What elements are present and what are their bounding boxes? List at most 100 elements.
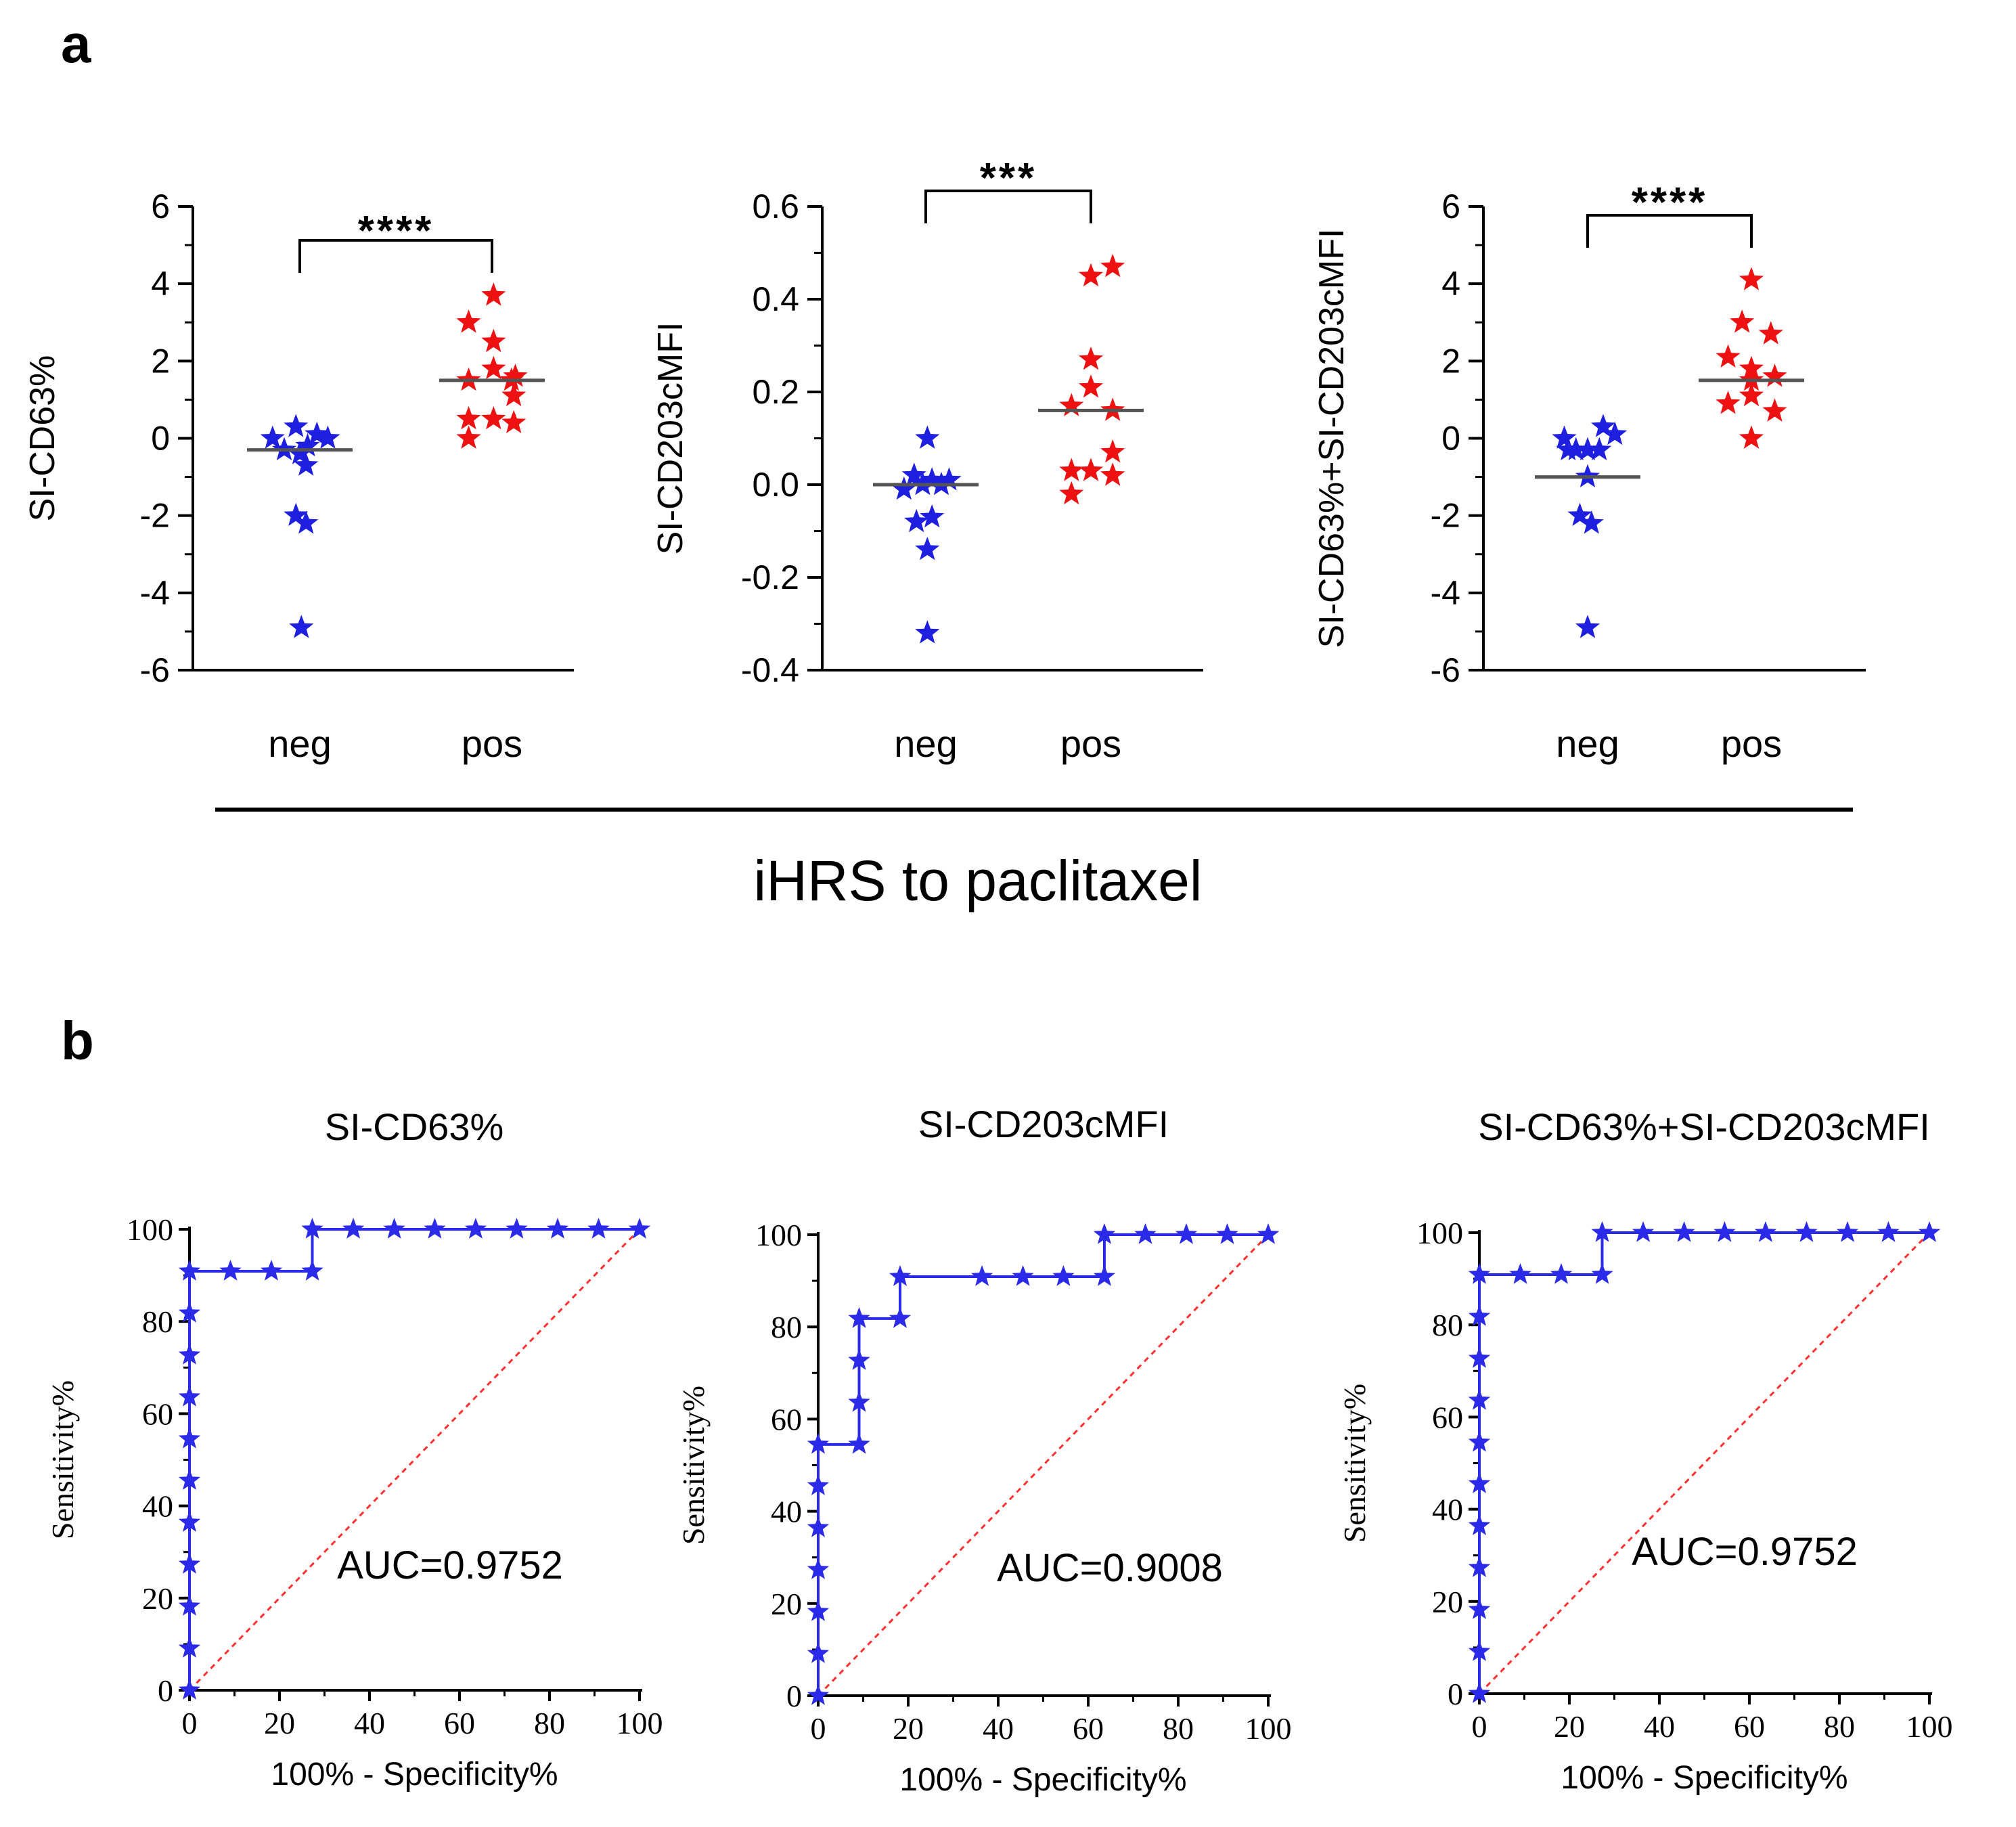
chart-title: SI-CD203cMFI xyxy=(918,1103,1169,1145)
y-tick-label: 0.2 xyxy=(752,373,799,411)
roc-point xyxy=(1591,1221,1613,1242)
roc-point xyxy=(1012,1265,1034,1286)
auc-annotation: AUC=0.9752 xyxy=(337,1543,563,1587)
roc-point xyxy=(587,1218,610,1239)
roc-point xyxy=(848,1432,870,1454)
data-point-pos xyxy=(1059,393,1084,416)
x-tick-label: 80 xyxy=(1824,1709,1855,1744)
y-tick-label: 100 xyxy=(1416,1216,1463,1250)
y-tick-label: 20 xyxy=(1432,1585,1463,1619)
roc-point xyxy=(383,1218,405,1239)
data-point-neg xyxy=(1590,414,1616,437)
data-point-neg xyxy=(915,620,940,644)
y-tick-label: 20 xyxy=(771,1587,802,1621)
data-point-neg xyxy=(891,476,916,500)
x-tick-label: 20 xyxy=(1554,1709,1585,1744)
significance-stars: *** xyxy=(980,155,1037,202)
data-point-pos xyxy=(456,425,481,449)
scatter-chart-si-cd63: -6 -4 -2 0 2 4 6 SI-CD63% neg pos **** xyxy=(23,188,574,765)
y-tick-label: 80 xyxy=(771,1310,802,1344)
significance-bracket xyxy=(1586,214,1753,248)
data-point-pos xyxy=(1100,254,1125,278)
category-label-neg: neg xyxy=(1556,722,1619,765)
roc-point xyxy=(807,1558,830,1579)
x-tick-label: 100 xyxy=(1245,1711,1292,1746)
roc-point xyxy=(178,1637,201,1658)
roc-point xyxy=(807,1516,830,1537)
roc-point xyxy=(1216,1223,1238,1244)
y-tick-label: 2 xyxy=(1441,342,1460,380)
y-tick-label: 2 xyxy=(151,342,170,380)
significance-bracket xyxy=(298,239,493,273)
roc-point xyxy=(1550,1263,1573,1284)
roc-point xyxy=(848,1306,870,1328)
roc-point xyxy=(1468,1430,1491,1452)
roc-point xyxy=(1052,1265,1075,1286)
y-tick-label: -2 xyxy=(1431,497,1460,535)
roc-point xyxy=(1754,1221,1777,1242)
y-tick-label: 60 xyxy=(1432,1400,1463,1434)
roc-point xyxy=(1257,1223,1280,1244)
y-tick-label: 4 xyxy=(1441,265,1460,303)
y-axis-label: Sensitivity% xyxy=(676,1386,711,1545)
data-point-pos xyxy=(1716,391,1741,414)
scatter-chart-si-cd203cmfi: -0.4 -0.2 0.0 0.2 0.4 0.6 SI-CD203cMFI neg pos **… xyxy=(651,155,1203,765)
y-tick-label: 80 xyxy=(142,1304,173,1339)
data-point-neg xyxy=(284,502,309,526)
roc-point xyxy=(219,1260,242,1281)
y-axis-label: Sensitivity% xyxy=(45,1380,80,1539)
roc-point xyxy=(1468,1556,1491,1577)
roc-point xyxy=(1093,1223,1116,1244)
roc-point xyxy=(1468,1682,1491,1703)
y-tick-label: 20 xyxy=(142,1581,173,1616)
data-point-neg xyxy=(1556,437,1581,460)
data-point-pos xyxy=(481,355,506,380)
data-point-pos xyxy=(481,282,506,306)
x-tick-label: 40 xyxy=(1644,1709,1675,1744)
y-tick-label: 60 xyxy=(771,1402,802,1436)
y-tick-label: -6 xyxy=(1431,651,1460,689)
x-tick-label: 20 xyxy=(264,1706,295,1740)
data-point-neg xyxy=(1575,615,1600,638)
roc-point xyxy=(546,1218,569,1239)
y-tick-label: -2 xyxy=(140,497,170,535)
roc-point xyxy=(1918,1221,1941,1242)
roc-point xyxy=(1468,1598,1491,1619)
y-tick-label: 40 xyxy=(1432,1493,1463,1527)
roc-point xyxy=(848,1348,870,1370)
data-point-pos xyxy=(1078,263,1104,287)
data-point-pos xyxy=(1762,398,1787,422)
reference-diagonal xyxy=(1478,1231,1931,1695)
roc-point xyxy=(464,1218,487,1239)
data-point-pos xyxy=(501,410,527,433)
data-point-pos xyxy=(481,406,506,430)
roc-point xyxy=(807,1642,830,1663)
data-point-neg xyxy=(260,425,285,449)
x-tick-label: 40 xyxy=(354,1706,385,1740)
roc-curve-line xyxy=(817,1233,1268,1696)
y-tick-label: 4 xyxy=(151,265,170,303)
auc-annotation: AUC=0.9752 xyxy=(1632,1530,1858,1574)
data-point-pos xyxy=(503,364,528,387)
category-label-pos: pos xyxy=(462,722,522,765)
data-point-pos xyxy=(1739,425,1764,449)
y-tick-label: 0 xyxy=(151,420,170,458)
y-tick-label: 40 xyxy=(771,1495,802,1529)
y-tick-label: -0.4 xyxy=(741,651,799,689)
x-tick-label: 60 xyxy=(1734,1709,1765,1744)
y-tick-label: 0 xyxy=(1441,420,1460,458)
data-point-neg xyxy=(284,414,309,437)
y-tick-label: -0.2 xyxy=(741,558,799,596)
roc-point xyxy=(178,1553,201,1574)
x-tick-label: 100 xyxy=(617,1706,663,1740)
data-point-pos xyxy=(456,406,481,430)
roc-point xyxy=(1877,1221,1900,1242)
data-point-neg xyxy=(904,508,929,533)
roc-chart-si-cd63: SI-CD63% 00 20 20 40 40 60 60 80 80 100 100 100% - S… xyxy=(45,1105,663,1792)
significance-bracket xyxy=(924,190,1092,223)
roc-point xyxy=(970,1265,993,1286)
data-point-pos xyxy=(501,382,527,407)
roc-point xyxy=(628,1218,651,1239)
roc-point xyxy=(1468,1388,1491,1410)
